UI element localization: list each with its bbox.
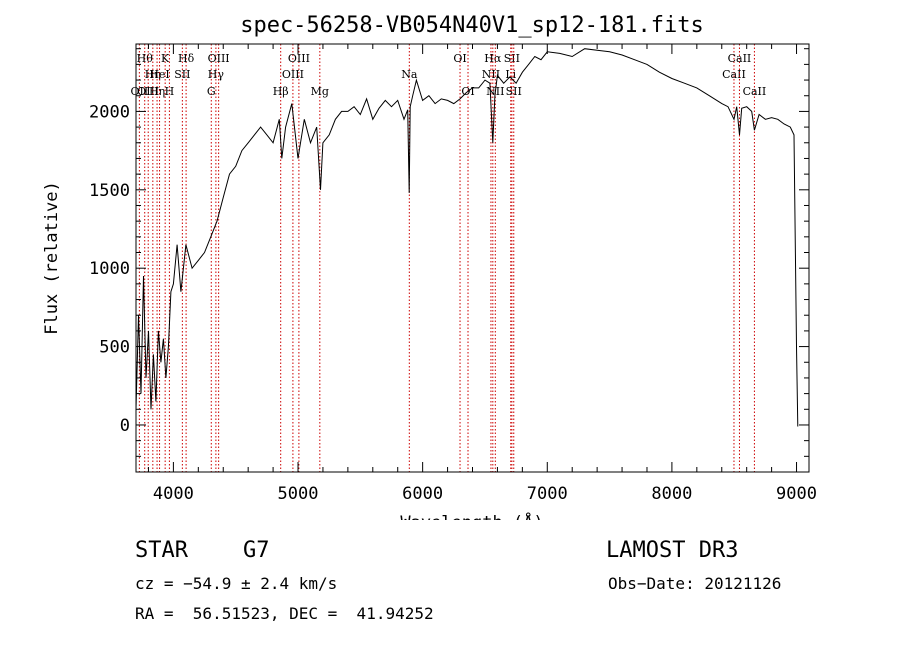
marker-label-9: Hδ [178, 52, 195, 65]
x-tick-label-0: 4000 [153, 484, 194, 504]
marker-label-0: OII [131, 85, 149, 98]
marker-label-4: Hη [149, 85, 165, 98]
y-axis-label: Flux (relative) [42, 181, 62, 335]
y-tick-label-2: 1000 [89, 259, 130, 279]
y-tick-label-1: 500 [99, 338, 130, 358]
plot-frame [135, 43, 810, 473]
x-tick-label-1: 5000 [278, 484, 319, 504]
line-markers: OIIHθOIIIHηHηHeIKHSIIHδGHγOIIIHβOIIIOIII… [131, 44, 767, 472]
x-tick-label-3: 7000 [527, 484, 568, 504]
x-axis-label: Wavelength (Å) [400, 511, 543, 520]
marker-label-18: OI [453, 52, 466, 65]
spectrum-series-line [135, 48, 799, 427]
marker-label-8: SII [174, 68, 190, 81]
marker-label-11: Hγ [208, 68, 225, 81]
x-tick-label-4: 8000 [651, 484, 692, 504]
marker-label-17: Na [401, 68, 418, 81]
spectrum-chart: spec-56258-VB054N40V1_sp12-181.fits OIIH… [42, 13, 817, 520]
marker-label-13: Hβ [273, 85, 289, 98]
marker-label-26: CaII [722, 68, 746, 81]
y-tick-label-3: 1500 [89, 181, 130, 201]
marker-label-3: Hη [145, 68, 161, 81]
marker-label-14: OIII [282, 68, 304, 81]
marker-label-21: Hα [484, 52, 502, 65]
marker-label-20: NII [482, 68, 500, 81]
survey-label: LAMOST DR3 [606, 538, 739, 563]
y-tick-label-0: 0 [120, 416, 130, 436]
marker-label-28: CaII [743, 85, 767, 98]
subclass-label: G7 [243, 538, 270, 563]
marker-label-2: OIII [137, 85, 159, 98]
marker-label-7: H [165, 85, 175, 98]
marker-label-12: OIII [208, 52, 230, 65]
coordinates-readout: RA = 56.51523, DEC = 41.94252 [135, 604, 434, 623]
marker-label-16: Mg [311, 85, 329, 98]
redshift-readout: cz = −54.9 ± 2.4 km/s [135, 574, 338, 593]
marker-label-15: OIII [288, 52, 310, 65]
marker-label-10: G [207, 85, 216, 98]
x-tick-label-5: 9000 [776, 484, 817, 504]
marker-label-25: SII [506, 85, 522, 98]
marker-label-5: HeI [149, 68, 169, 81]
marker-label-27: CaII [728, 52, 752, 65]
chart-title: spec-56258-VB054N40V1_sp12-181.fits [240, 13, 704, 38]
marker-label-1: Hθ [137, 52, 154, 65]
marker-label-24: SII [504, 52, 520, 65]
axis-ticks: 4000 5000 6000 7000 8000 9000 0 500 1000 1500 2000 [89, 44, 817, 504]
x-tick-label-2: 6000 [402, 484, 443, 504]
class-label: STAR [135, 538, 188, 563]
marker-label-23: Li [505, 68, 516, 81]
obs-date-readout: Obs−Date: 20121126 [608, 574, 782, 593]
marker-label-6: K [161, 52, 170, 65]
y-tick-label-4: 2000 [89, 102, 130, 122]
